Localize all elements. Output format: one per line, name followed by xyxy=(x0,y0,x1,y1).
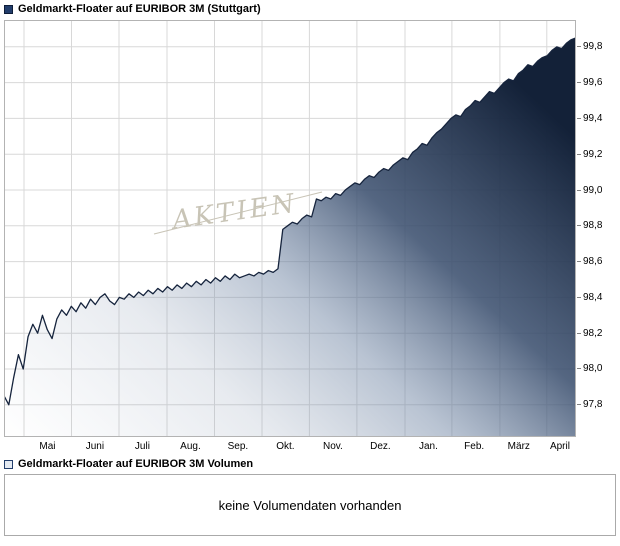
x-axis-month-label: Nov. xyxy=(322,441,343,452)
y-axis-tick-mark-icon xyxy=(577,368,581,370)
y-axis-tick-label: 99,2 xyxy=(577,148,602,160)
y-axis-tick-mark-icon xyxy=(577,46,581,48)
x-axis-month-label: Juni xyxy=(85,441,105,452)
y-axis-tick-label: 98,8 xyxy=(577,220,602,232)
x-axis-month-label: April xyxy=(549,441,570,452)
plot-border xyxy=(4,20,576,437)
y-axis-tick-mark-icon xyxy=(577,117,581,119)
y-axis-tick-mark-icon xyxy=(577,82,581,84)
x-axis-month-label: Feb. xyxy=(464,441,485,452)
y-axis-tick-label: 99,4 xyxy=(577,112,602,124)
x-axis-month-label: März xyxy=(507,441,530,452)
x-axis-labels: Mai Juni Juli Aug. Sep. Okt. Nov. Dez. Jan. Feb. M… xyxy=(0,441,620,455)
volume-series-legend: Geldmarkt-Floater auf EURIBOR 3M Volumen xyxy=(4,458,253,470)
y-axis-tick-label: 98,4 xyxy=(577,291,602,303)
price-chart-svg: AKTIEN xyxy=(4,20,576,437)
y-axis-tick-label: 99,6 xyxy=(577,77,602,89)
y-axis-tick-mark-icon xyxy=(577,332,581,334)
x-axis-month-label: Mai xyxy=(39,441,56,452)
volume-empty-message: keine Volumendaten vorhanden xyxy=(218,497,402,513)
y-axis-tick-label: 98,0 xyxy=(577,363,602,375)
y-axis-tick-label: 99,8 xyxy=(577,41,602,53)
watermark-text: AKTIEN xyxy=(169,188,299,235)
x-axis-month-label: Dez. xyxy=(370,441,391,452)
y-axis-tick-mark-icon xyxy=(577,261,581,263)
y-axis-tick-label: 97,8 xyxy=(577,399,602,411)
y-axis-tick-mark-icon xyxy=(577,189,581,191)
volume-panel: keine Volumendaten vorhanden xyxy=(4,474,616,536)
y-axis-labels: 97,8 98,0 98,2 98,4 98,6 98,8 99,0 99,2 99,4 99,6… xyxy=(577,0,619,446)
y-axis-tick-mark-icon xyxy=(577,225,581,227)
x-axis-month-label: Aug. xyxy=(180,441,201,452)
x-axis-month-label: Jan. xyxy=(418,441,438,452)
price-line xyxy=(4,37,576,406)
y-axis-tick-label: 98,6 xyxy=(577,256,602,268)
x-axis-month-label: Okt. xyxy=(276,441,295,452)
price-series-swatch-icon xyxy=(4,4,13,14)
y-axis-tick-mark-icon xyxy=(577,404,581,406)
watermark-swoosh-icon xyxy=(153,191,323,235)
price-series-label: Geldmarkt-Floater auf EURIBOR 3M (Stuttg… xyxy=(18,3,261,15)
volume-series-label: Geldmarkt-Floater auf EURIBOR 3M Volumen xyxy=(18,458,254,470)
x-axis-month-label: Juli xyxy=(134,441,150,452)
y-axis-tick-label: 98,2 xyxy=(577,327,602,339)
x-axis-month-label: Sep. xyxy=(227,441,249,452)
price-chart-plot-area[interactable]: AKTIEN xyxy=(4,20,576,437)
y-axis-tick-label: 99,0 xyxy=(577,184,602,196)
y-axis-tick-mark-icon xyxy=(577,153,581,155)
volume-series-swatch-icon xyxy=(4,459,13,469)
y-axis-tick-mark-icon xyxy=(577,296,581,298)
price-area xyxy=(4,37,576,437)
price-series-legend: Geldmarkt-Floater auf EURIBOR 3M (Stuttg… xyxy=(4,3,261,15)
